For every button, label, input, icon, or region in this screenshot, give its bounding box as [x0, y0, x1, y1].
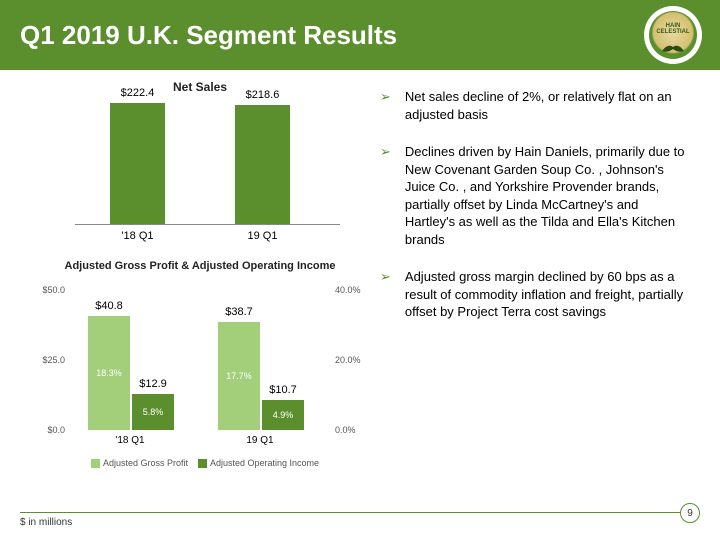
- y-tick-left: $0.0: [35, 425, 65, 435]
- bar-value-label: $218.6: [235, 89, 290, 101]
- slide-body: Net Sales $222.4 '18 Q1 $218.6 19 Q1 Adjust…: [0, 70, 720, 500]
- bar-value-label: $12.9: [132, 378, 174, 390]
- bullet-text: Adjusted gross margin declined by 60 bps…: [405, 268, 690, 321]
- bullet-item: ➢ Net sales decline of 2%, or relatively …: [380, 88, 690, 123]
- bullet-icon: ➢: [380, 268, 391, 321]
- chart2-title: Adjusted Gross Profit & Adjusted Operati…: [30, 260, 370, 273]
- bullets-column: ➢ Net sales decline of 2%, or relatively …: [370, 80, 690, 500]
- bar-op-income: $10.74.9%: [262, 400, 304, 430]
- slide-footer: $ in millions 9: [20, 512, 700, 528]
- page-number: 9: [680, 503, 700, 523]
- footnote: $ in millions: [20, 517, 72, 528]
- bar-gross-profit: $38.717.7%: [218, 322, 260, 430]
- y-tick-right: 40.0%: [335, 285, 365, 295]
- x-tick: 19 Q1: [220, 435, 300, 446]
- gross-profit-chart: Adjusted Gross Profit & Adjusted Operati…: [30, 260, 370, 470]
- bullet-list: ➢ Net sales decline of 2%, or relatively …: [380, 88, 690, 321]
- bar-value-label: $222.4: [110, 87, 165, 99]
- bar-op-income: $12.95.8%: [132, 394, 174, 430]
- y-tick-right: 0.0%: [335, 425, 365, 435]
- x-tick: 19 Q1: [223, 230, 303, 242]
- bar-gross-profit: $40.818.3%: [88, 316, 130, 430]
- bar-value-label: $10.7: [262, 384, 304, 396]
- bar-pct-label: 17.7%: [218, 371, 260, 381]
- bullet-icon: ➢: [380, 143, 391, 248]
- chart1-title: Net Sales: [30, 80, 370, 94]
- x-tick: '18 Q1: [90, 435, 170, 446]
- bar-pct-label: 4.9%: [262, 410, 304, 420]
- bullet-icon: ➢: [380, 88, 391, 123]
- company-logo: HAINCELESTIAL: [644, 6, 702, 64]
- bar: $222.4: [110, 103, 165, 224]
- bar-pct-label: 18.3%: [88, 368, 130, 378]
- bullet-item: ➢Declines driven by Hain Daniels, primar…: [380, 143, 690, 248]
- bar-pct-label: 5.8%: [132, 407, 174, 417]
- y-tick-right: 20.0%: [335, 355, 365, 365]
- y-tick-left: $50.0: [35, 285, 65, 295]
- net-sales-chart: Net Sales $222.4 '18 Q1 $218.6 19 Q1: [30, 80, 370, 250]
- slide-header: Q1 2019 U.K. Segment Results HAINCELESTI…: [0, 0, 720, 70]
- bullet-text: Net sales decline of 2%, or relatively f…: [405, 88, 690, 123]
- slide-title: Q1 2019 U.K. Segment Results: [20, 20, 397, 51]
- bullet-text: Declines driven by Hain Daniels, primari…: [405, 143, 690, 248]
- charts-column: Net Sales $222.4 '18 Q1 $218.6 19 Q1 Adjust…: [30, 80, 370, 500]
- bullet-item: ➢ Adjusted gross margin declined by 60 bp…: [380, 268, 690, 321]
- y-tick-left: $25.0: [35, 355, 65, 365]
- x-tick: '18 Q1: [98, 230, 178, 242]
- bar-value-label: $38.7: [218, 306, 260, 318]
- bar: $218.6: [235, 105, 290, 224]
- chart2-legend: Adjusted Gross ProfitAdjusted Operating …: [30, 458, 370, 468]
- bar-value-label: $40.8: [88, 300, 130, 312]
